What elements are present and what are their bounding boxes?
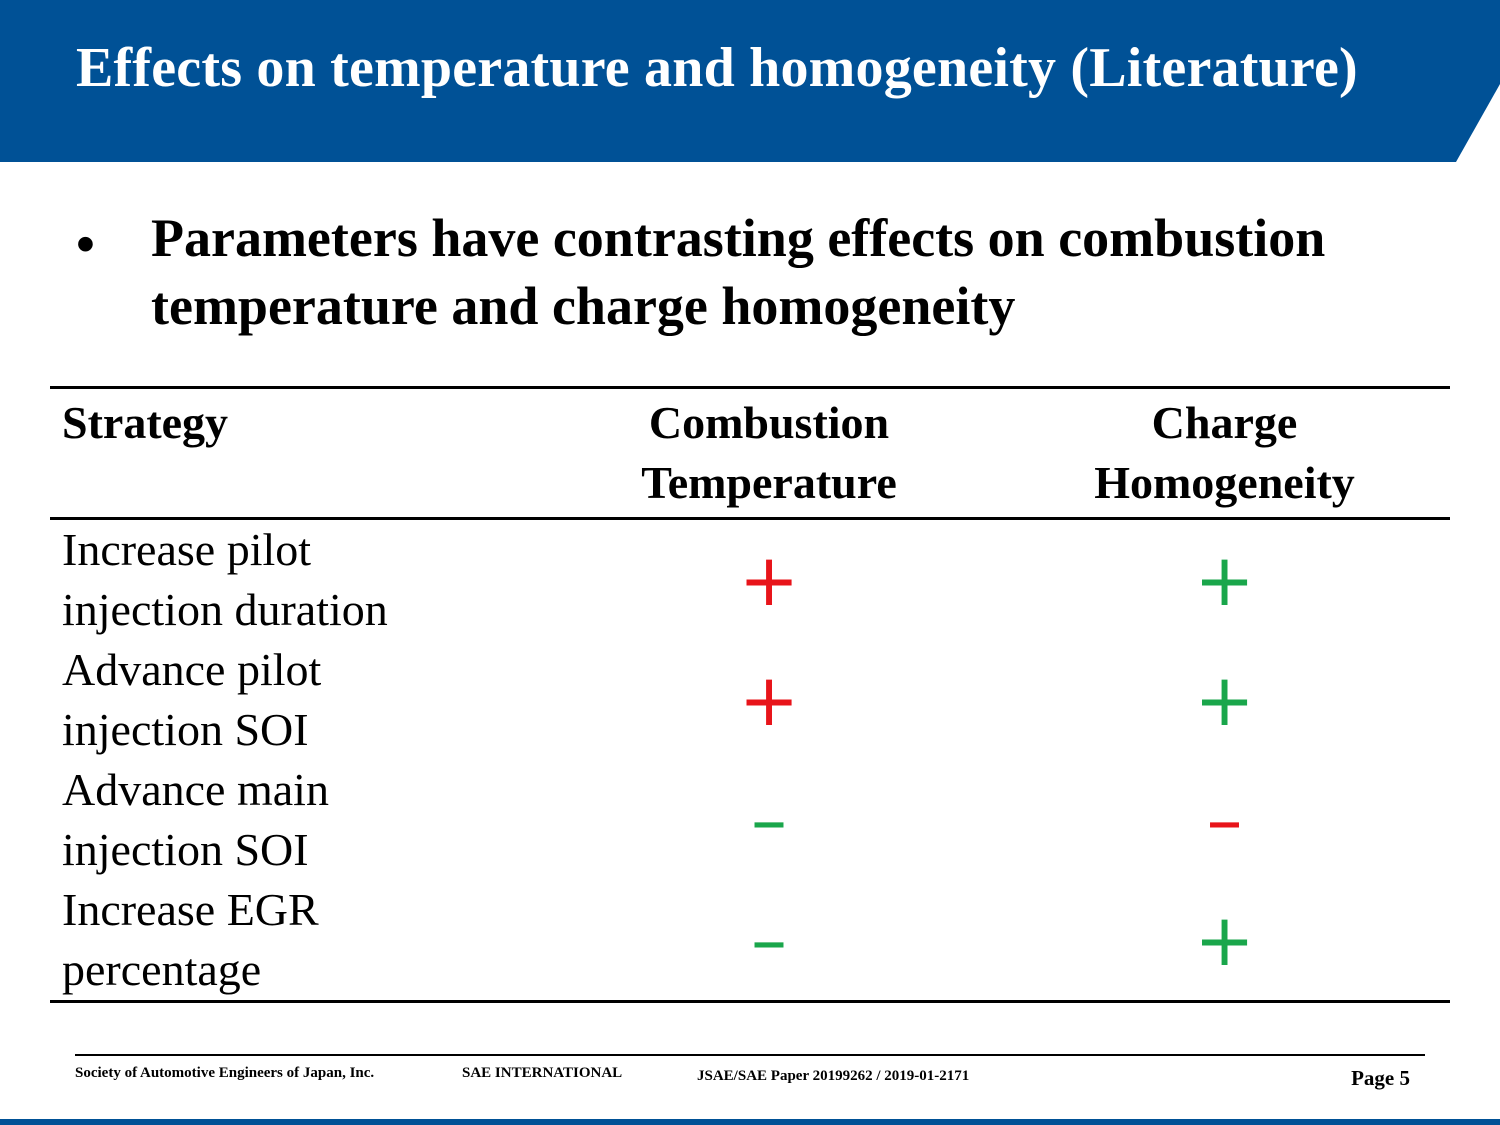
footer-org-sae: SAE INTERNATIONAL	[462, 1065, 623, 1081]
temperature-effect-cell: –	[539, 880, 999, 1002]
strategy-line-2: percentage	[62, 944, 262, 995]
slide-title: Effects on temperature and homogeneity (…	[76, 37, 1358, 99]
table-row: Advance pilot injection SOI + +	[50, 640, 1450, 760]
table-row: Increase EGR percentage – +	[50, 880, 1450, 1002]
page-number: Page 5	[1351, 1066, 1410, 1090]
header-homogeneity-line-2: Homogeneity	[1094, 457, 1355, 508]
plus-sign: +	[1194, 538, 1255, 622]
strategy-line-2: injection duration	[62, 584, 388, 635]
strategy-line-1: Advance pilot	[62, 644, 322, 695]
temperature-effect-cell: +	[539, 519, 999, 641]
footer-org-jsae: Society of Automotive Engineers of Japan…	[75, 1065, 375, 1081]
title-bar	[0, 0, 1500, 162]
plus-sign: +	[738, 658, 800, 742]
plus-sign: +	[1194, 898, 1255, 982]
header-homogeneity-line-1: Charge	[1151, 397, 1298, 448]
plus-sign: +	[1194, 658, 1255, 742]
header-strategy: Strategy	[50, 388, 539, 519]
bullet-dot: •	[76, 214, 95, 274]
strategy-cell: Increase pilot injection duration	[50, 519, 539, 641]
plus-sign: +	[738, 538, 800, 622]
minus-sign: –	[751, 778, 787, 862]
footer-paper-id: JSAE/SAE Paper 20199262 / 2019-01-2171	[697, 1068, 970, 1084]
bullet-text: Parameters have contrasting effects on c…	[151, 208, 1326, 336]
strategy-line-1: Increase pilot	[62, 524, 312, 575]
strategy-line-1: Advance main	[62, 764, 329, 815]
footer-divider	[75, 1054, 1425, 1056]
minus-sign: –	[751, 898, 787, 982]
bottom-band	[0, 1119, 1500, 1125]
minus-sign: –	[1206, 778, 1243, 862]
header-strategy-label: Strategy	[62, 397, 229, 448]
header-temperature-line-2: Temperature	[641, 457, 897, 508]
temperature-effect-cell: +	[539, 640, 999, 760]
table-row: Advance main injection SOI – –	[50, 760, 1450, 880]
header-temperature-line-1: Combustion	[648, 397, 890, 448]
header-combustion-temperature: Combustion Temperature	[539, 388, 999, 519]
strategy-cell: Advance pilot injection SOI	[50, 640, 539, 760]
strategy-cell: Advance main injection SOI	[50, 760, 539, 880]
homogeneity-effect-cell: –	[999, 760, 1450, 880]
homogeneity-effect-cell: +	[999, 519, 1450, 641]
strategy-line-2: injection SOI	[62, 824, 309, 875]
header-charge-homogeneity: Charge Homogeneity	[999, 388, 1450, 519]
table-row: Increase pilot injection duration + +	[50, 519, 1450, 641]
effects-table: Strategy Combustion Temperature Charge H…	[50, 386, 1450, 1003]
temperature-effect-cell: –	[539, 760, 999, 880]
homogeneity-effect-cell: +	[999, 640, 1450, 760]
homogeneity-effect-cell: +	[999, 880, 1450, 1002]
strategy-cell: Increase EGR percentage	[50, 880, 539, 1002]
strategy-line-2: injection SOI	[62, 704, 309, 755]
table-header-row: Strategy Combustion Temperature Charge H…	[50, 387, 1450, 519]
strategy-line-1: Increase EGR	[62, 884, 319, 935]
